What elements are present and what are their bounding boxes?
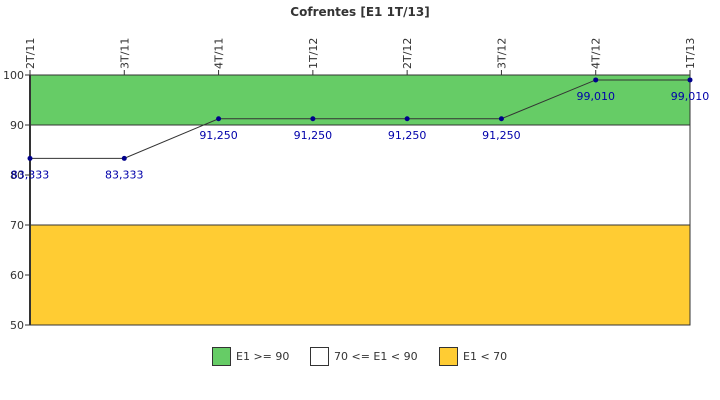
x-tick-label: 3T/12 [495,38,508,69]
x-axis-ticks: 2T/11 3T/11 4T/11 1T/12 2T/12 3T/12 4T/12 1T/13 [24,38,697,75]
series-polyline [30,79,690,159]
legend: E1 >= 90 70 <= E1 < 90 E1 < 70 [0,345,720,367]
data-label: 99,010 [576,90,615,103]
legend-swatch [310,346,329,366]
x-tick-label: 4T/11 [213,38,226,69]
band-0 [29,74,691,126]
legend-label: E1 >= 90 [236,349,290,363]
data-point [593,77,599,83]
band-1 [29,124,691,226]
x-tick-label: 4T/12 [590,38,603,69]
data-label: 91,250 [294,129,333,142]
y-tick-label: 80 [10,169,24,182]
y-tick-label: 50 [10,319,24,332]
data-point [687,77,693,83]
data-labels: 83,333 83,333 91,250 91,250 91,250 91,250 99,0… [11,90,710,181]
legend-label: E1 < 70 [463,349,508,363]
data-point [310,116,316,122]
chart-title: Cofrentes [E1 1T/13] [290,5,429,19]
data-label: 83,333 [11,168,50,181]
series-line [27,77,693,161]
data-point [121,155,127,161]
band-2 [29,224,691,326]
x-tick-label: 1T/12 [307,38,320,69]
data-label: 91,250 [482,129,521,142]
legend-item: E1 < 70 [439,345,507,367]
data-label: 99,010 [671,90,710,103]
x-tick-label: 3T/11 [118,38,131,69]
data-point [404,116,410,122]
data-label: 83,333 [105,168,144,181]
x-tick-label: 2T/11 [24,38,37,69]
data-label: 91,250 [388,129,427,142]
axes [29,75,690,326]
x-tick-label: 2T/12 [401,38,414,69]
data-point [27,155,33,161]
legend-label: 70 <= E1 < 90 [334,349,418,363]
y-tick-label: 90 [10,119,24,132]
data-point [498,116,504,122]
y-tick-label: 60 [10,269,24,282]
legend-swatch [212,346,231,366]
threshold-bands [29,74,691,326]
legend-item: E1 >= 90 [212,345,289,367]
data-label: 91,250 [199,129,238,142]
x-tick-label: 1T/13 [684,38,697,69]
legend-item: 70 <= E1 < 90 [310,345,418,367]
y-tick-label: 70 [10,219,24,232]
chart: Cofrentes [E1 1T/13] 2T/11 3T/11 4T/11 1T/1… [3,5,710,332]
legend-swatch [439,346,458,366]
data-point [216,116,222,122]
y-tick-label: 100 [3,69,24,82]
y-axis-ticks: 50 60 70 80 90 100 [3,69,30,332]
